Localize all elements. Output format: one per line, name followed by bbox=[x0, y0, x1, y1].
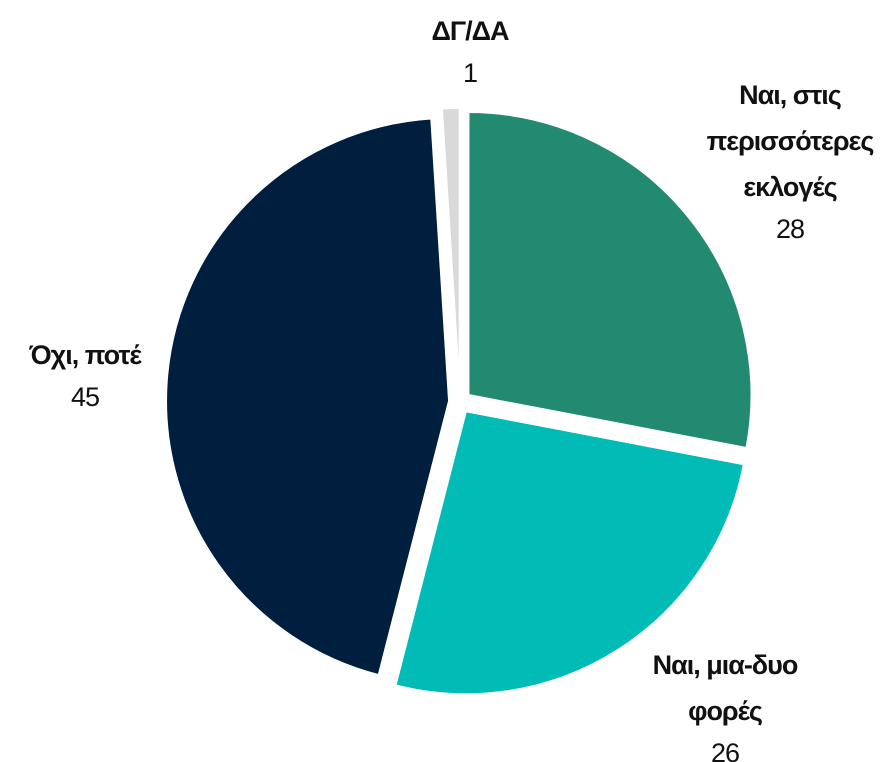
slice-label: Ναι, μια-δυο φορές 26 bbox=[625, 642, 825, 762]
value-label: 45 bbox=[70, 382, 100, 412]
slice-label: Όχι, ποτέ 45 bbox=[0, 332, 175, 416]
pie-slice bbox=[394, 410, 746, 696]
slice-label: Ναι, στις περισσότερες εκλογές 28 bbox=[705, 72, 875, 248]
category-name: Ναι, στις περισσότερες εκλογές bbox=[706, 80, 875, 202]
value-label: 28 bbox=[775, 214, 805, 244]
pie-slice bbox=[165, 117, 451, 677]
category-name: Όχι, ποτέ bbox=[29, 340, 141, 370]
category-name: ΔΓ/ΔΑ bbox=[431, 16, 509, 46]
category-name: Ναι, μια-δυο φορές bbox=[652, 650, 799, 726]
value-label: 1 bbox=[462, 58, 478, 88]
slice-label: ΔΓ/ΔΑ 1 bbox=[390, 8, 550, 92]
pie-slice bbox=[440, 107, 461, 392]
pie-slice bbox=[467, 110, 753, 450]
value-label: 26 bbox=[710, 738, 740, 762]
